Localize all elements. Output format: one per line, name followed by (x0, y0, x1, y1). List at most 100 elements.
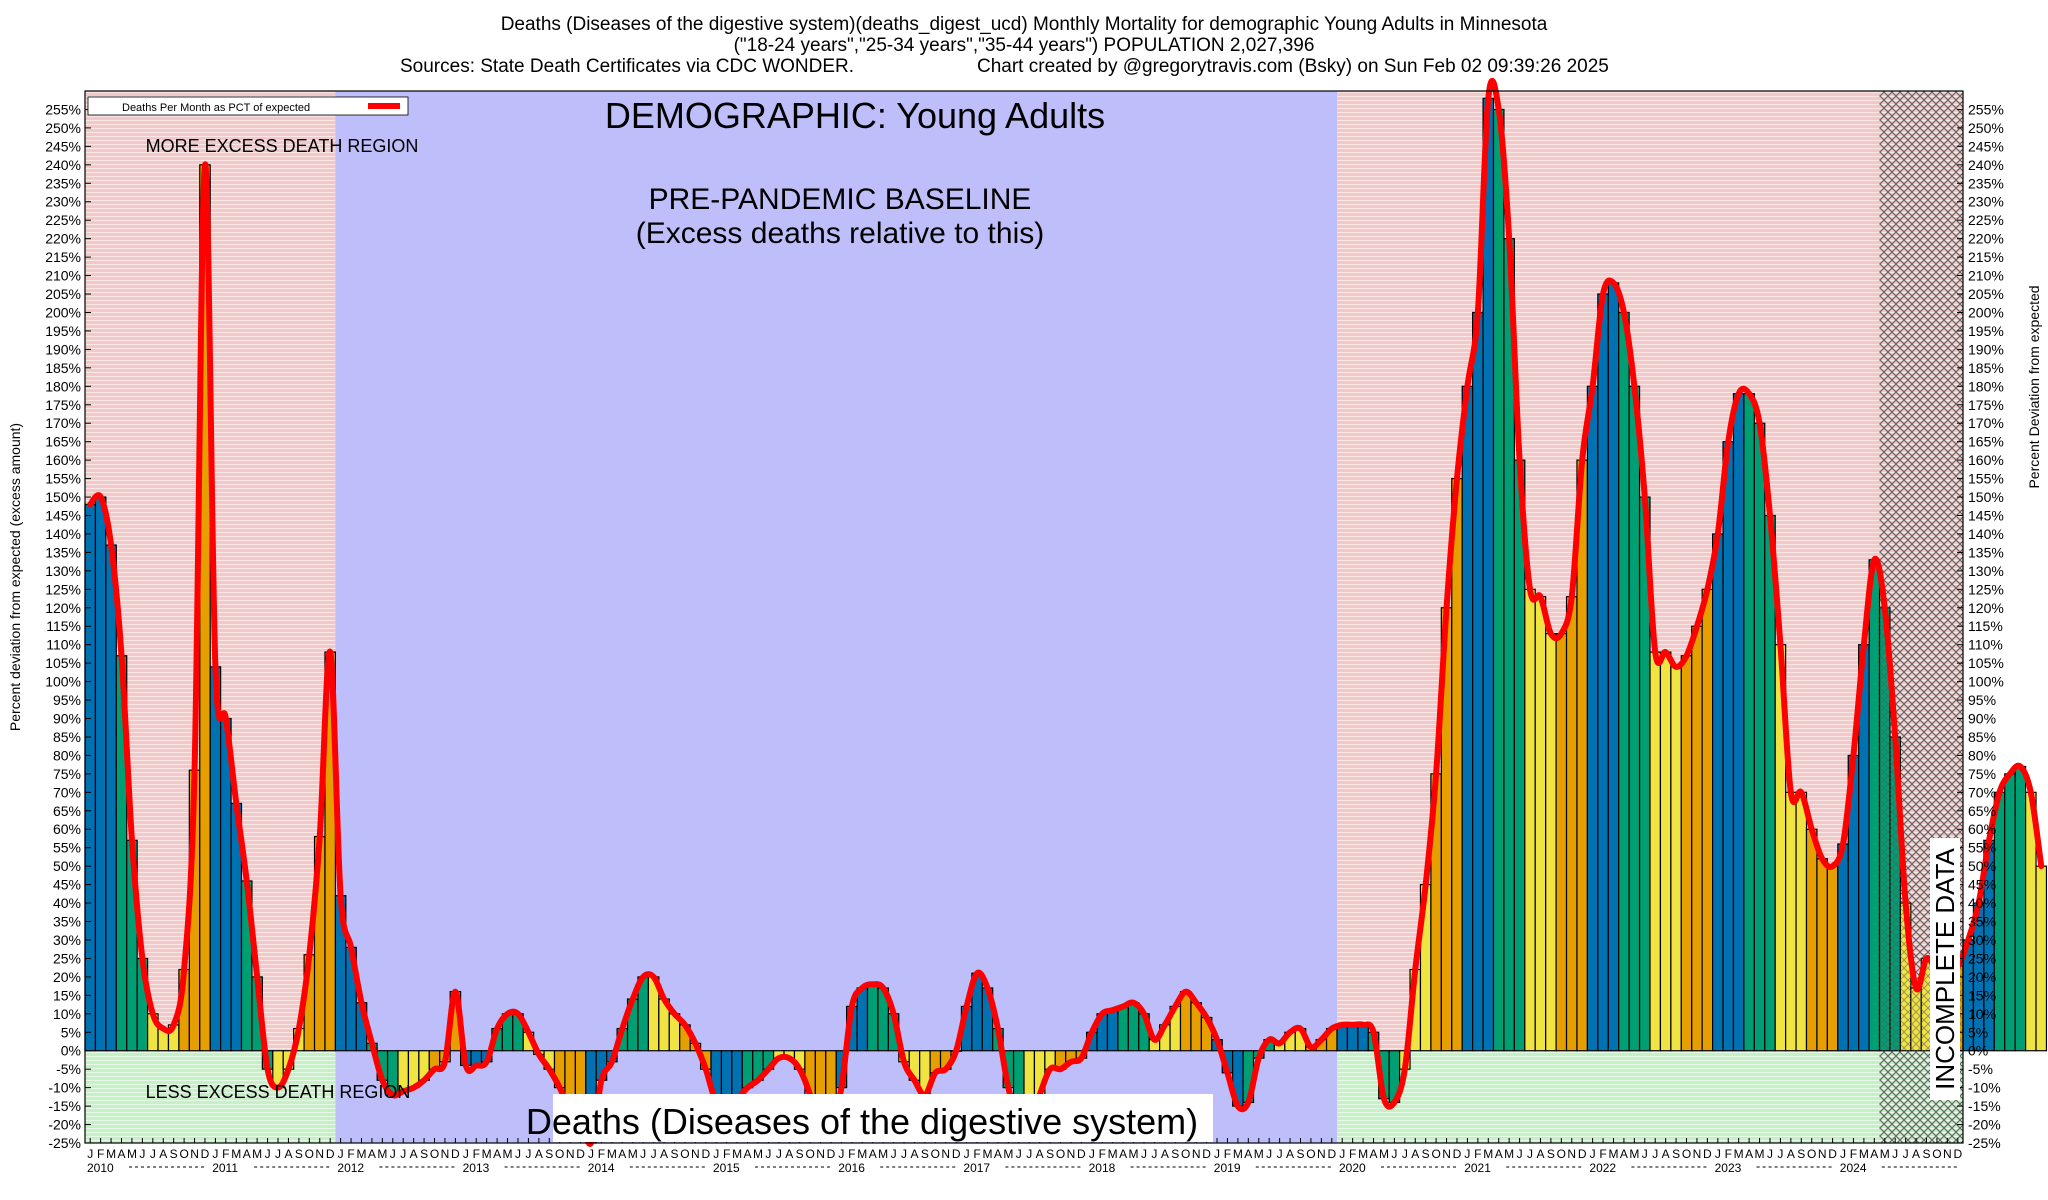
y-tick-label-left: 55% (53, 840, 81, 856)
y-tick-label-left: 85% (53, 729, 81, 745)
y-tick-label-right: 145% (1968, 507, 2004, 523)
y-tick-label-right: -10% (1968, 1080, 2001, 1096)
x-tick-label: N (1693, 1147, 1702, 1161)
y-tick-label-left: 155% (45, 471, 81, 487)
x-tick-label: S (545, 1147, 553, 1161)
x-year-label: 2020 (1339, 1161, 1366, 1175)
x-tick-label: O (430, 1147, 439, 1161)
y-tick-label-right: 240% (1968, 157, 2004, 173)
x-tick-label: J (212, 1147, 218, 1161)
y-tick-label-right: -20% (1968, 1117, 2001, 1133)
y-tick-label-right: 250% (1968, 120, 2004, 136)
x-tick-label: A (1787, 1147, 1795, 1161)
x-tick-label: D (451, 1147, 460, 1161)
x-tick-label: M (1483, 1147, 1493, 1161)
x-tick-label: F (598, 1147, 605, 1161)
y-tick-label-right: 70% (1968, 784, 1996, 800)
x-tick-label: A (1870, 1147, 1878, 1161)
x-tick-label: J (1517, 1147, 1523, 1161)
bar (1795, 791, 1808, 1052)
bar (2004, 773, 2016, 1052)
x-tick-label: M (878, 1147, 888, 1161)
y-tick-label-right: 255% (1968, 101, 2004, 117)
y-tick-label-right: 150% (1968, 489, 2004, 505)
x-tick-label: J (275, 1147, 281, 1161)
x-tick-label: J (1277, 1147, 1283, 1161)
x-tick-label: A (660, 1147, 668, 1161)
x-tick-label: A (1036, 1147, 1044, 1161)
x-tick-label: N (816, 1147, 825, 1161)
y-tick-label-right: 200% (1968, 304, 2004, 320)
bar (1586, 385, 1599, 1052)
y-tick-label-left: 0% (61, 1043, 81, 1059)
y-tick-label-left: 80% (53, 747, 81, 763)
x-tick-label: D (701, 1147, 710, 1161)
y-tick-label-right: 25% (1968, 950, 1996, 966)
x-tick-label: F (473, 1147, 480, 1161)
bar (1565, 596, 1578, 1052)
x-tick-label: D (1202, 1147, 1211, 1161)
y-tick-label-right: 130% (1968, 563, 2004, 579)
x-tick-label: F (848, 1147, 855, 1161)
x-tick-label: O (1181, 1147, 1190, 1161)
x-tick-label: J (1527, 1147, 1533, 1161)
x-tick-label: M (231, 1147, 241, 1161)
x-year-label: 2012 (337, 1161, 364, 1175)
y-tick-label-right: 60% (1968, 821, 1996, 837)
y-tick-label-left: 175% (45, 397, 81, 413)
x-tick-label: M (1859, 1147, 1869, 1161)
x-tick-label: J (525, 1147, 531, 1161)
y-tick-label-right: 120% (1968, 600, 2004, 616)
x-tick-label: A (1495, 1147, 1503, 1161)
x-tick-label: J (1715, 1147, 1721, 1161)
bar (1106, 1009, 1119, 1052)
x-tick-label: N (941, 1147, 950, 1161)
x-tick-label: S (921, 1147, 929, 1161)
x-tick-label: A (1536, 1147, 1544, 1161)
x-tick-label: A (1620, 1147, 1628, 1161)
x-tick-label: D (1703, 1147, 1712, 1161)
y-tick-label-right: 210% (1968, 268, 2004, 284)
x-tick-label: A (1745, 1147, 1753, 1161)
x-tick-label: J (1089, 1147, 1095, 1161)
x-year-label: 2015 (713, 1161, 740, 1175)
baseline-region (335, 91, 1337, 1143)
y-tick-label-right: 55% (1968, 840, 1996, 856)
bar (1649, 651, 1662, 1052)
y-tick-label-left: 115% (46, 618, 81, 634)
y-tick-label-left: 140% (45, 526, 81, 542)
x-tick-label: J (400, 1147, 406, 1161)
x-year-label: 2022 (1589, 1161, 1616, 1175)
chart-subtitle: ("18-24 years","25-34 years","35-44 year… (733, 35, 1315, 56)
bar (1534, 596, 1547, 1052)
x-tick-label: A (1244, 1147, 1252, 1161)
y-tick-label-right: 5% (1968, 1024, 1988, 1040)
y-tick-label-left: -5% (56, 1061, 81, 1077)
x-tick-label: A (284, 1147, 292, 1161)
incomplete-label-box (1930, 838, 1960, 1100)
x-year-label: 2023 (1715, 1161, 1742, 1175)
bar (1461, 385, 1474, 1052)
y-tick-label-right: -25% (1968, 1135, 2001, 1151)
bar (1628, 385, 1641, 1052)
x-tick-label: F (973, 1147, 980, 1161)
bar (1670, 666, 1682, 1052)
y-tick-label-right: 215% (1968, 249, 2004, 265)
y-tick-label-right: 65% (1968, 803, 1996, 819)
x-tick-label: O (305, 1147, 314, 1161)
y-tick-label-right: 15% (1968, 987, 1996, 1003)
y-tick-label-left: 20% (53, 969, 81, 985)
y-tick-label-right: 185% (1968, 360, 2004, 376)
bar (1785, 791, 1797, 1052)
x-tick-label: D (201, 1147, 210, 1161)
x-tick-label: M (1880, 1147, 1890, 1161)
y-tick-label-left: 105% (45, 655, 81, 671)
x-tick-label: J (1391, 1147, 1397, 1161)
y-tick-label-right: 75% (1968, 766, 1996, 782)
y-tick-label-right: -15% (1968, 1098, 2001, 1114)
y-tick-label-right: 125% (1968, 581, 2004, 597)
x-tick-label: O (1557, 1147, 1566, 1161)
x-tick-label: N (1943, 1147, 1952, 1161)
y-tick-label-right: -5% (1968, 1061, 1993, 1077)
y-tick-label-left: 40% (53, 895, 81, 911)
